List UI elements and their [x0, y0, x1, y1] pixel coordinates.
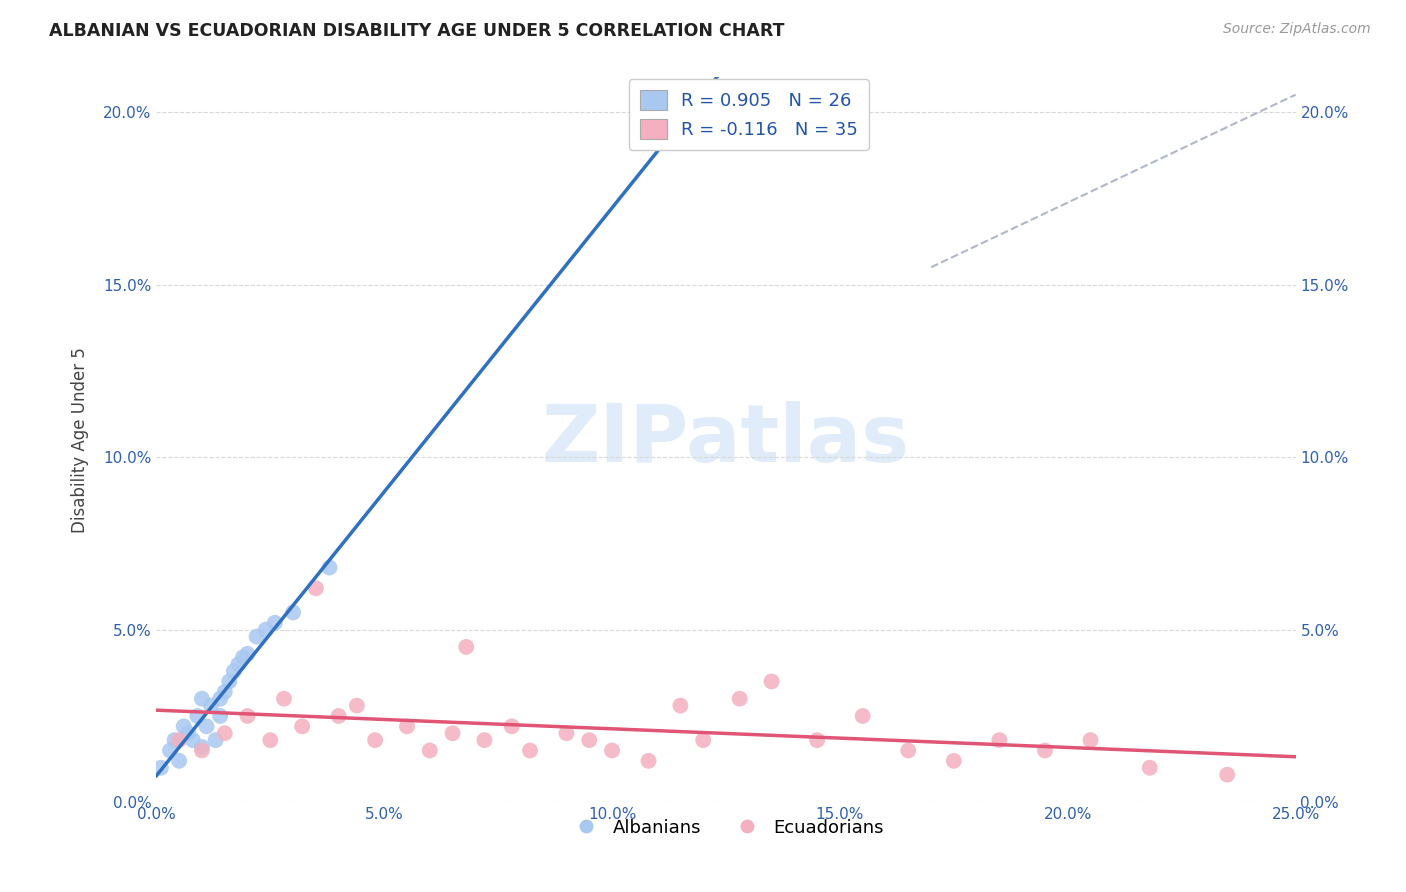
- Point: [578, 733, 600, 747]
- Point: [222, 664, 245, 678]
- Text: Source: ZipAtlas.com: Source: ZipAtlas.com: [1223, 22, 1371, 37]
- Point: [761, 674, 783, 689]
- Point: [186, 709, 208, 723]
- Point: [259, 733, 281, 747]
- Point: [305, 581, 328, 595]
- Y-axis label: Disability Age Under 5: Disability Age Under 5: [72, 347, 89, 533]
- Point: [441, 726, 464, 740]
- Point: [728, 691, 751, 706]
- Point: [273, 691, 295, 706]
- Point: [291, 719, 314, 733]
- Point: [218, 674, 240, 689]
- Point: [637, 754, 659, 768]
- Point: [942, 754, 965, 768]
- Point: [163, 733, 186, 747]
- Point: [200, 698, 222, 713]
- Point: [328, 709, 350, 723]
- Point: [281, 606, 304, 620]
- Point: [364, 733, 387, 747]
- Point: [232, 650, 254, 665]
- Point: [254, 623, 277, 637]
- Point: [555, 726, 578, 740]
- Point: [669, 698, 692, 713]
- Legend: Albanians, Ecuadorians: Albanians, Ecuadorians: [561, 812, 891, 844]
- Point: [228, 657, 250, 672]
- Point: [263, 615, 285, 630]
- Point: [897, 743, 920, 757]
- Point: [209, 691, 232, 706]
- Point: [195, 719, 218, 733]
- Point: [214, 726, 236, 740]
- Point: [149, 761, 172, 775]
- Point: [1033, 743, 1056, 757]
- Point: [177, 726, 200, 740]
- Point: [191, 691, 214, 706]
- Point: [318, 560, 340, 574]
- Point: [474, 733, 496, 747]
- Point: [1080, 733, 1102, 747]
- Point: [167, 754, 190, 768]
- Point: [456, 640, 478, 654]
- Point: [191, 743, 214, 757]
- Point: [419, 743, 441, 757]
- Point: [501, 719, 523, 733]
- Text: ZIPatlas: ZIPatlas: [541, 401, 910, 479]
- Point: [236, 647, 259, 661]
- Point: [519, 743, 541, 757]
- Point: [988, 733, 1011, 747]
- Point: [167, 733, 190, 747]
- Point: [173, 719, 195, 733]
- Point: [191, 739, 214, 754]
- Point: [806, 733, 828, 747]
- Point: [246, 630, 269, 644]
- Point: [692, 733, 714, 747]
- Point: [395, 719, 418, 733]
- Point: [346, 698, 368, 713]
- Point: [236, 709, 259, 723]
- Point: [852, 709, 875, 723]
- Point: [1216, 767, 1239, 781]
- Point: [209, 709, 232, 723]
- Text: ALBANIAN VS ECUADORIAN DISABILITY AGE UNDER 5 CORRELATION CHART: ALBANIAN VS ECUADORIAN DISABILITY AGE UN…: [49, 22, 785, 40]
- Point: [214, 685, 236, 699]
- Point: [159, 743, 181, 757]
- Point: [204, 733, 226, 747]
- Point: [1139, 761, 1161, 775]
- Point: [600, 743, 623, 757]
- Point: [181, 733, 204, 747]
